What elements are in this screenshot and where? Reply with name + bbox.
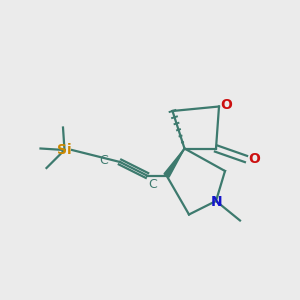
Polygon shape <box>164 148 184 177</box>
Text: C: C <box>99 154 108 167</box>
Text: O: O <box>220 98 232 112</box>
Text: Si: Si <box>57 143 72 157</box>
Text: O: O <box>248 152 260 166</box>
Text: N: N <box>211 195 223 208</box>
Text: C: C <box>148 178 157 191</box>
